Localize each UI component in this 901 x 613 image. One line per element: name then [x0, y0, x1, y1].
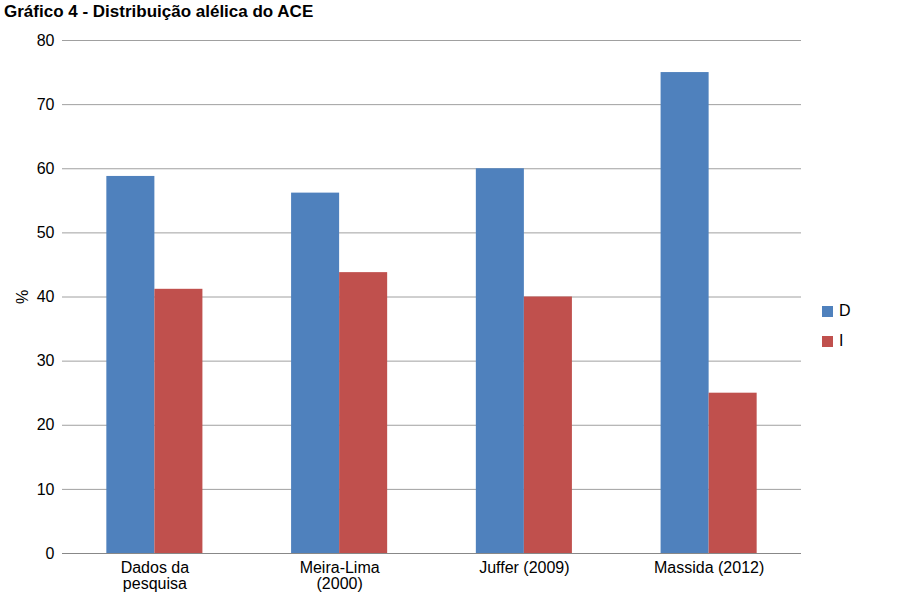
svg-text:50: 50	[37, 224, 55, 241]
svg-text:10: 10	[37, 480, 55, 497]
html-text:Gráfico 4 - Distribuição aléli: Gráfico 4 - Distribuição alélica do ACE	[4, 2, 314, 21]
svg-text:Juffer (2009): Juffer (2009)	[479, 559, 569, 576]
svg-text:70: 70	[37, 96, 55, 113]
svg-text:80: 80	[37, 32, 55, 49]
svg-text:20: 20	[37, 416, 55, 433]
svg-text:0: 0	[46, 545, 55, 562]
svg-text:40: 40	[37, 288, 55, 305]
svg-text:Meira-Lima(2000): Meira-Lima(2000)	[300, 559, 380, 592]
svg-text:Massida (2012): Massida (2012)	[654, 559, 764, 576]
svg-text:30: 30	[37, 352, 55, 369]
html-text:D: D	[839, 302, 851, 319]
html-text:I: I	[839, 332, 844, 349]
svg-text:60: 60	[37, 160, 55, 177]
svg-text:Dados dapesquisa: Dados dapesquisa	[121, 559, 190, 592]
svg-text:%: %	[14, 290, 31, 304]
